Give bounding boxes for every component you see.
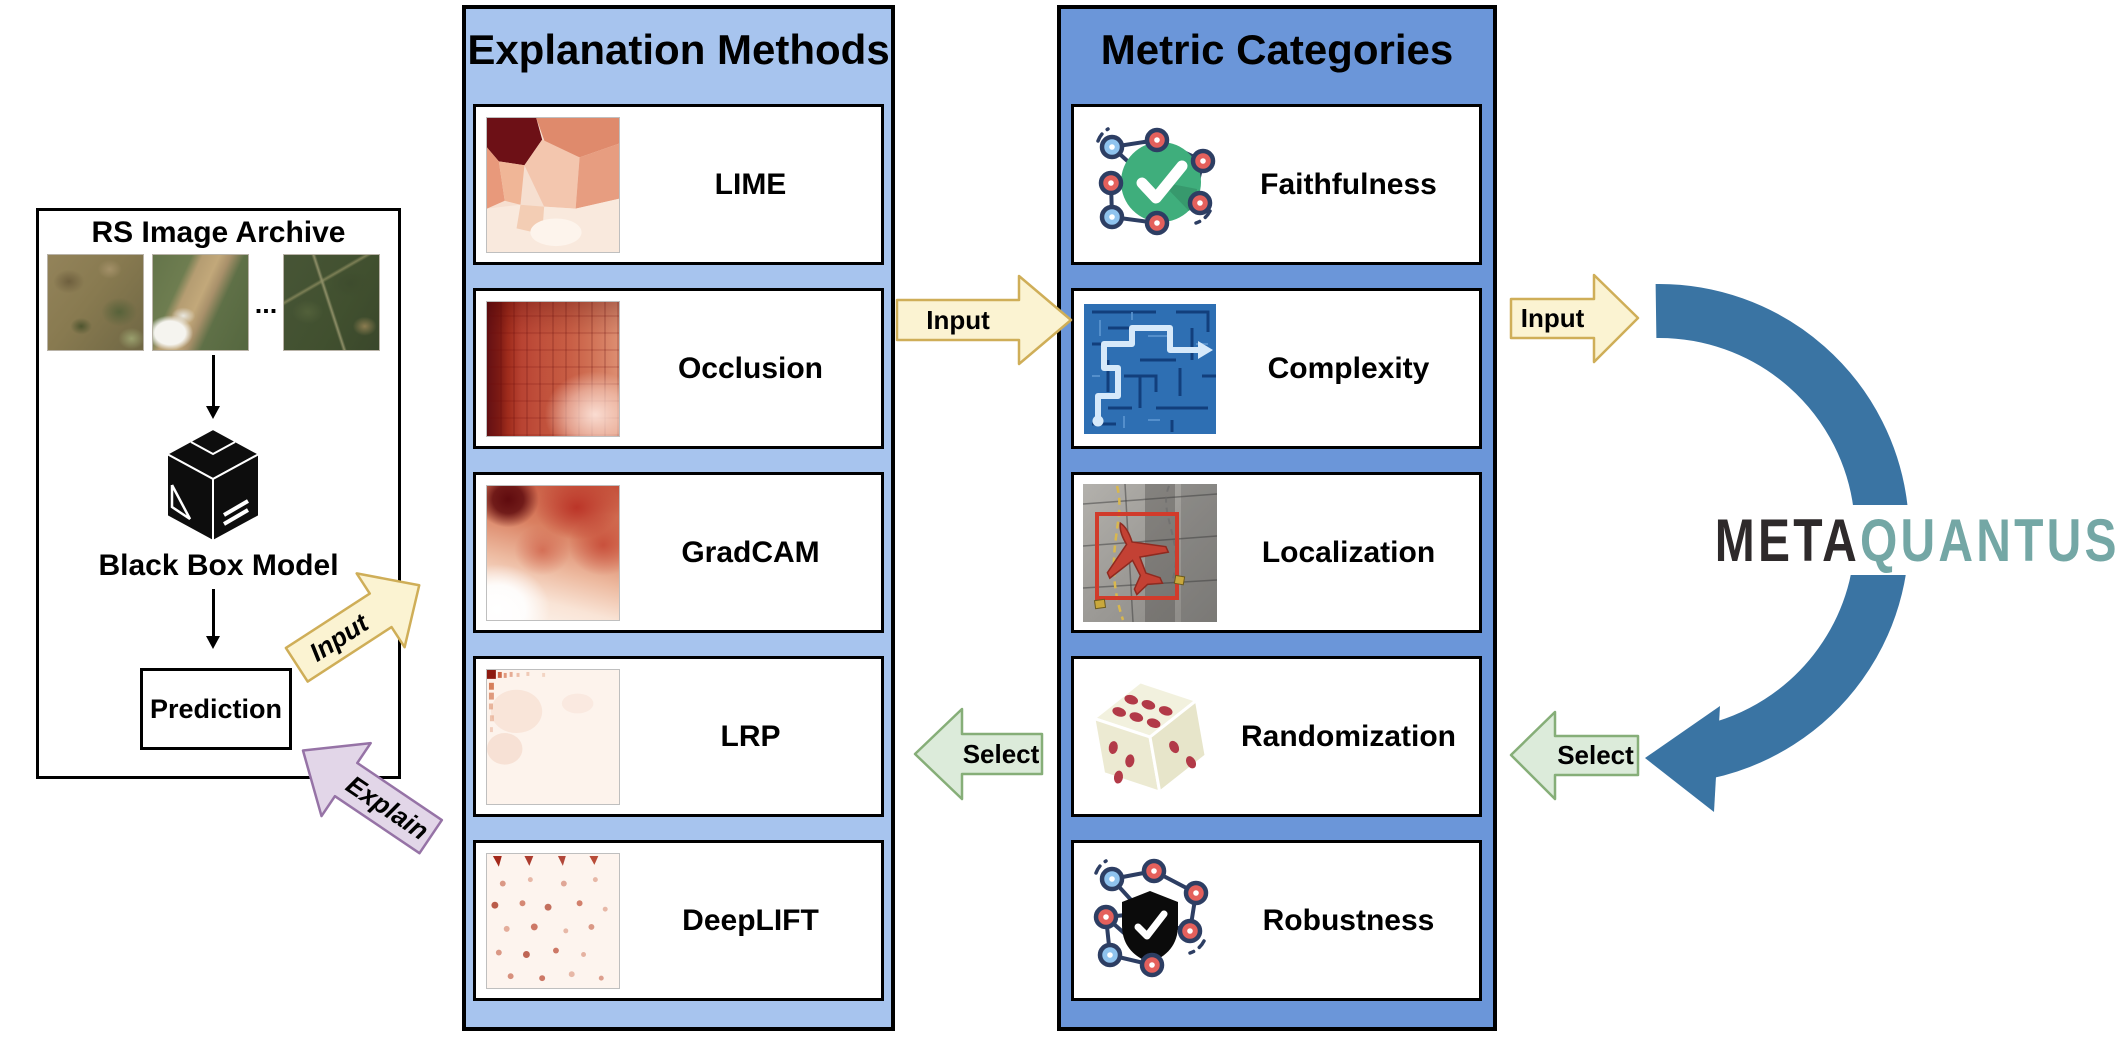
deeplift-heatmap-icon <box>486 853 620 989</box>
satellite-image-2 <box>152 254 249 351</box>
metric-card-localization: Localization <box>1071 472 1482 633</box>
satellite-image-3 <box>283 254 380 351</box>
explanation-panel-title: Explanation Methods <box>467 26 890 73</box>
input-arrow-label: Input <box>926 304 990 335</box>
select-arrow-label: Select <box>962 738 1040 769</box>
prediction-label: Prediction <box>149 693 283 724</box>
dice-icon <box>1092 680 1208 794</box>
black-box-model-label: Black Box Model <box>98 549 339 582</box>
lime-heatmap-icon <box>486 117 620 253</box>
input-arrow-metrics-to-metaquantus: Input <box>1509 271 1640 366</box>
metric-label-complexity: Complexity <box>1267 351 1430 385</box>
network-shield-icon <box>1093 858 1209 978</box>
lrp-heatmap-icon <box>486 669 620 805</box>
method-card-gradcam: GradCAM <box>473 472 884 633</box>
method-card-deeplift: DeepLIFT <box>473 840 884 1001</box>
metric-categories-panel: Metric Categories <box>1057 5 1497 1031</box>
black-box-icon <box>164 427 262 543</box>
archive-ellipsis: ... <box>254 289 278 319</box>
metric-label-randomization: Randomization <box>1241 719 1456 753</box>
method-label-deeplift: DeepLIFT <box>682 903 819 937</box>
metric-card-randomization: Randomization <box>1071 656 1482 817</box>
input-arrow-methods-to-metrics: Input <box>895 272 1073 368</box>
explain-arrow-methods-to-prediction: Explain <box>273 708 459 877</box>
maze-icon <box>1084 304 1216 434</box>
input-arrow-model-to-methods: Input <box>269 544 447 706</box>
explanation-methods-panel: Explanation Methods LIME Occlusion G <box>462 5 895 1031</box>
method-card-occlusion: Occlusion <box>473 288 884 449</box>
method-label-lime: LIME <box>714 167 787 201</box>
metric-label-localization: Localization <box>1261 535 1436 569</box>
select-arrow-metrics-to-methods: Select <box>912 705 1044 803</box>
input-arrow-label: Input <box>1520 303 1585 333</box>
metric-label-faithfulness: Faithfulness <box>1260 167 1437 201</box>
method-label-occlusion: Occlusion <box>677 351 824 385</box>
metric-card-faithfulness: Faithfulness <box>1071 104 1482 265</box>
network-check-icon <box>1096 127 1216 236</box>
metric-card-robustness: Robustness <box>1071 840 1482 1001</box>
occlusion-heatmap-icon <box>486 301 620 437</box>
logo-quantus-text: QUANTUS <box>1860 506 2120 574</box>
archive-to-model-arrow <box>206 355 220 419</box>
prediction-box: Prediction <box>140 668 292 750</box>
model-to-prediction-arrow <box>206 589 220 649</box>
satellite-image-1 <box>47 254 144 351</box>
logo-meta-text: META <box>1714 506 1861 574</box>
airplane-detection-icon <box>1083 484 1217 622</box>
method-label-lrp: LRP <box>720 719 781 753</box>
metric-label-robustness: Robustness <box>1262 903 1435 937</box>
select-arrow-label: Select <box>1557 740 1634 770</box>
gradcam-heatmap-icon <box>486 485 620 621</box>
rs-archive-title: RS Image Archive <box>91 216 346 249</box>
method-card-lrp: LRP <box>473 656 884 817</box>
metaquantus-logo: METAQUANTUS <box>1702 505 2122 575</box>
method-card-lime: LIME <box>473 104 884 265</box>
rs-archive-panel: RS Image Archive ... Black Box Model Pre… <box>36 208 401 779</box>
method-label-gradcam: GradCAM <box>681 535 820 569</box>
metric-card-complexity: Complexity <box>1071 288 1482 449</box>
metric-panel-title: Metric Categories <box>1100 26 1454 73</box>
select-arrow-metaquantus-to-metrics: Select <box>1509 708 1640 803</box>
